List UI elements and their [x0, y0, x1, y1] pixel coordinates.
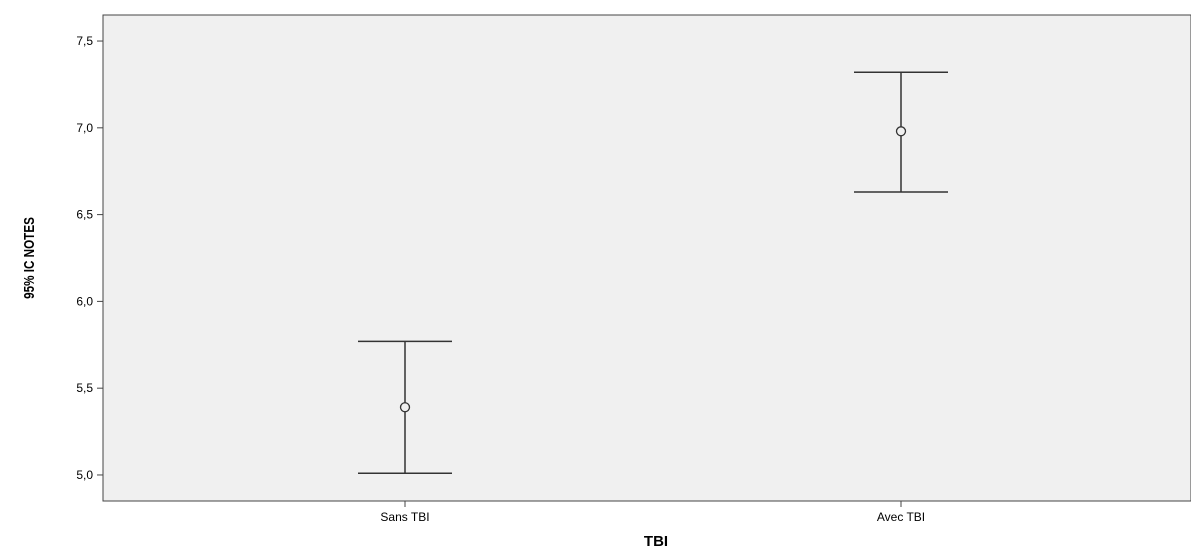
plot-area: [102, 14, 1191, 502]
y-tick-label: 6,0: [76, 294, 93, 308]
y-tick-label: 5,5: [76, 381, 93, 395]
x-tick-label: Sans TBI: [380, 510, 429, 524]
x-axis: Sans TBI Avec TBI: [380, 501, 925, 524]
error-bars: [358, 71, 948, 474]
y-axis: 5,0 5,5 6,0 6,5 7,0 7,5: [76, 34, 103, 482]
y-tick-label: 7,0: [76, 121, 93, 135]
y-tick-label: 5,0: [76, 468, 93, 482]
y-tick-label: 7,5: [76, 34, 93, 48]
mean-marker: [895, 126, 907, 137]
error-bar: [854, 71, 948, 193]
x-tick-label: Avec TBI: [877, 510, 925, 524]
y-axis-title: 95% IC NOTES: [21, 217, 38, 299]
x-axis-title: TBI: [644, 533, 668, 548]
y-tick-label: 6,5: [76, 208, 93, 222]
mean-marker: [399, 402, 411, 413]
error-bar: [358, 340, 452, 474]
